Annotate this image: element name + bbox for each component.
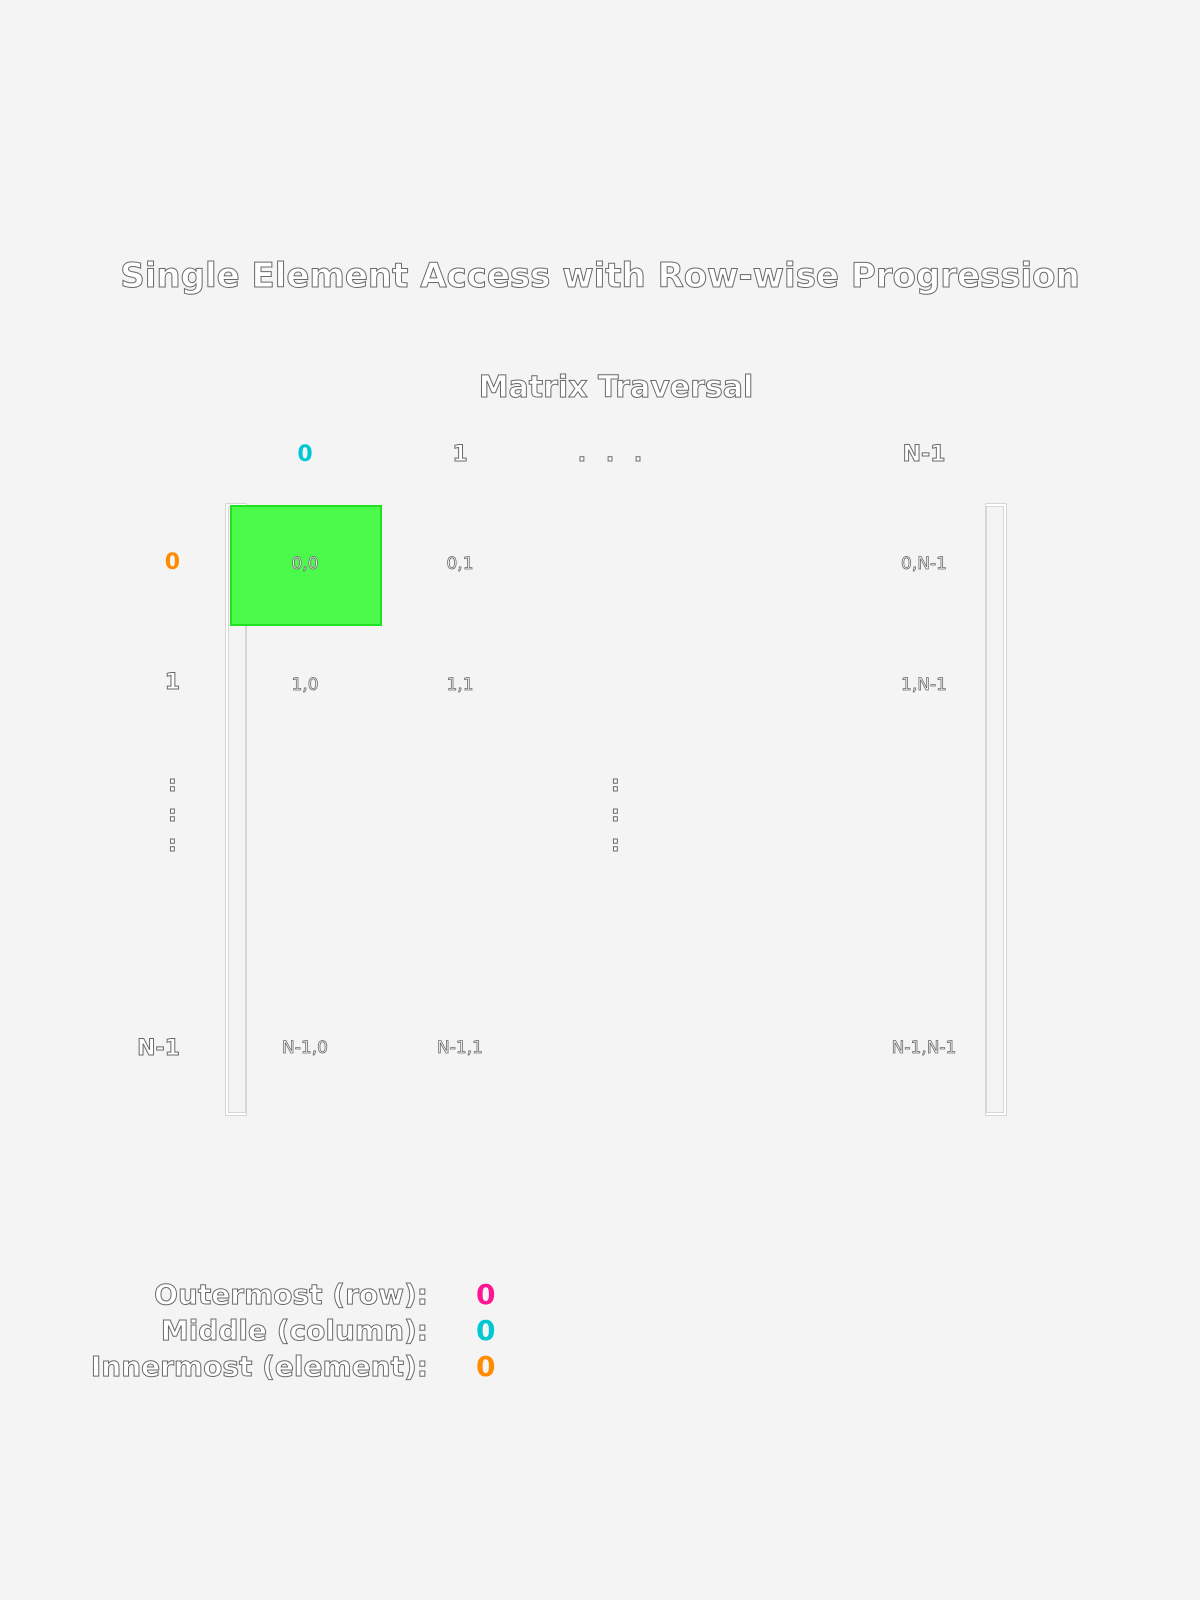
matrix-cell: 0,0 (291, 554, 319, 575)
row-header-vdots: ::: (168, 772, 178, 858)
matrix-cell: 1,0 (291, 675, 319, 696)
column-header-1: 1 (452, 442, 468, 468)
diagram-title: Single Element Access with Row-wise Prog… (120, 256, 1080, 297)
row-header-1: 1 (164, 670, 180, 696)
matrix-cell: N-1,1 (437, 1038, 484, 1059)
row-header-last: N-1 (137, 1036, 181, 1062)
matrix-right-bracket (986, 504, 1006, 1115)
row-header-0: 0 (164, 550, 180, 575)
outer-loop-label: Outermost (row): (154, 1278, 429, 1312)
matrix-cell: 1,1 (446, 675, 474, 696)
column-header-0: 0 (297, 442, 313, 467)
matrix-cell: 0,1 (446, 554, 474, 575)
matrix-subtitle: Matrix Traversal (478, 370, 754, 406)
matrix-cell: 1,N-1 (901, 675, 948, 696)
current-element-highlight (230, 505, 382, 626)
matrix-cell: N-1,N-1 (891, 1038, 957, 1059)
matrix-vdots: ::: (611, 772, 621, 858)
matrix-cell: N-1,0 (282, 1038, 329, 1059)
matrix-cell: 0,N-1 (901, 554, 948, 575)
column-header-ellipsis: . . . (577, 442, 649, 468)
column-header-last: N-1 (902, 442, 946, 468)
outer-loop-value: 0 (476, 1278, 496, 1311)
middle-loop-label: Middle (column): (160, 1314, 428, 1348)
middle-loop-value: 0 (476, 1314, 496, 1347)
inner-loop-value: 0 (476, 1350, 496, 1383)
inner-loop-label: Innermost (element): (90, 1350, 428, 1384)
